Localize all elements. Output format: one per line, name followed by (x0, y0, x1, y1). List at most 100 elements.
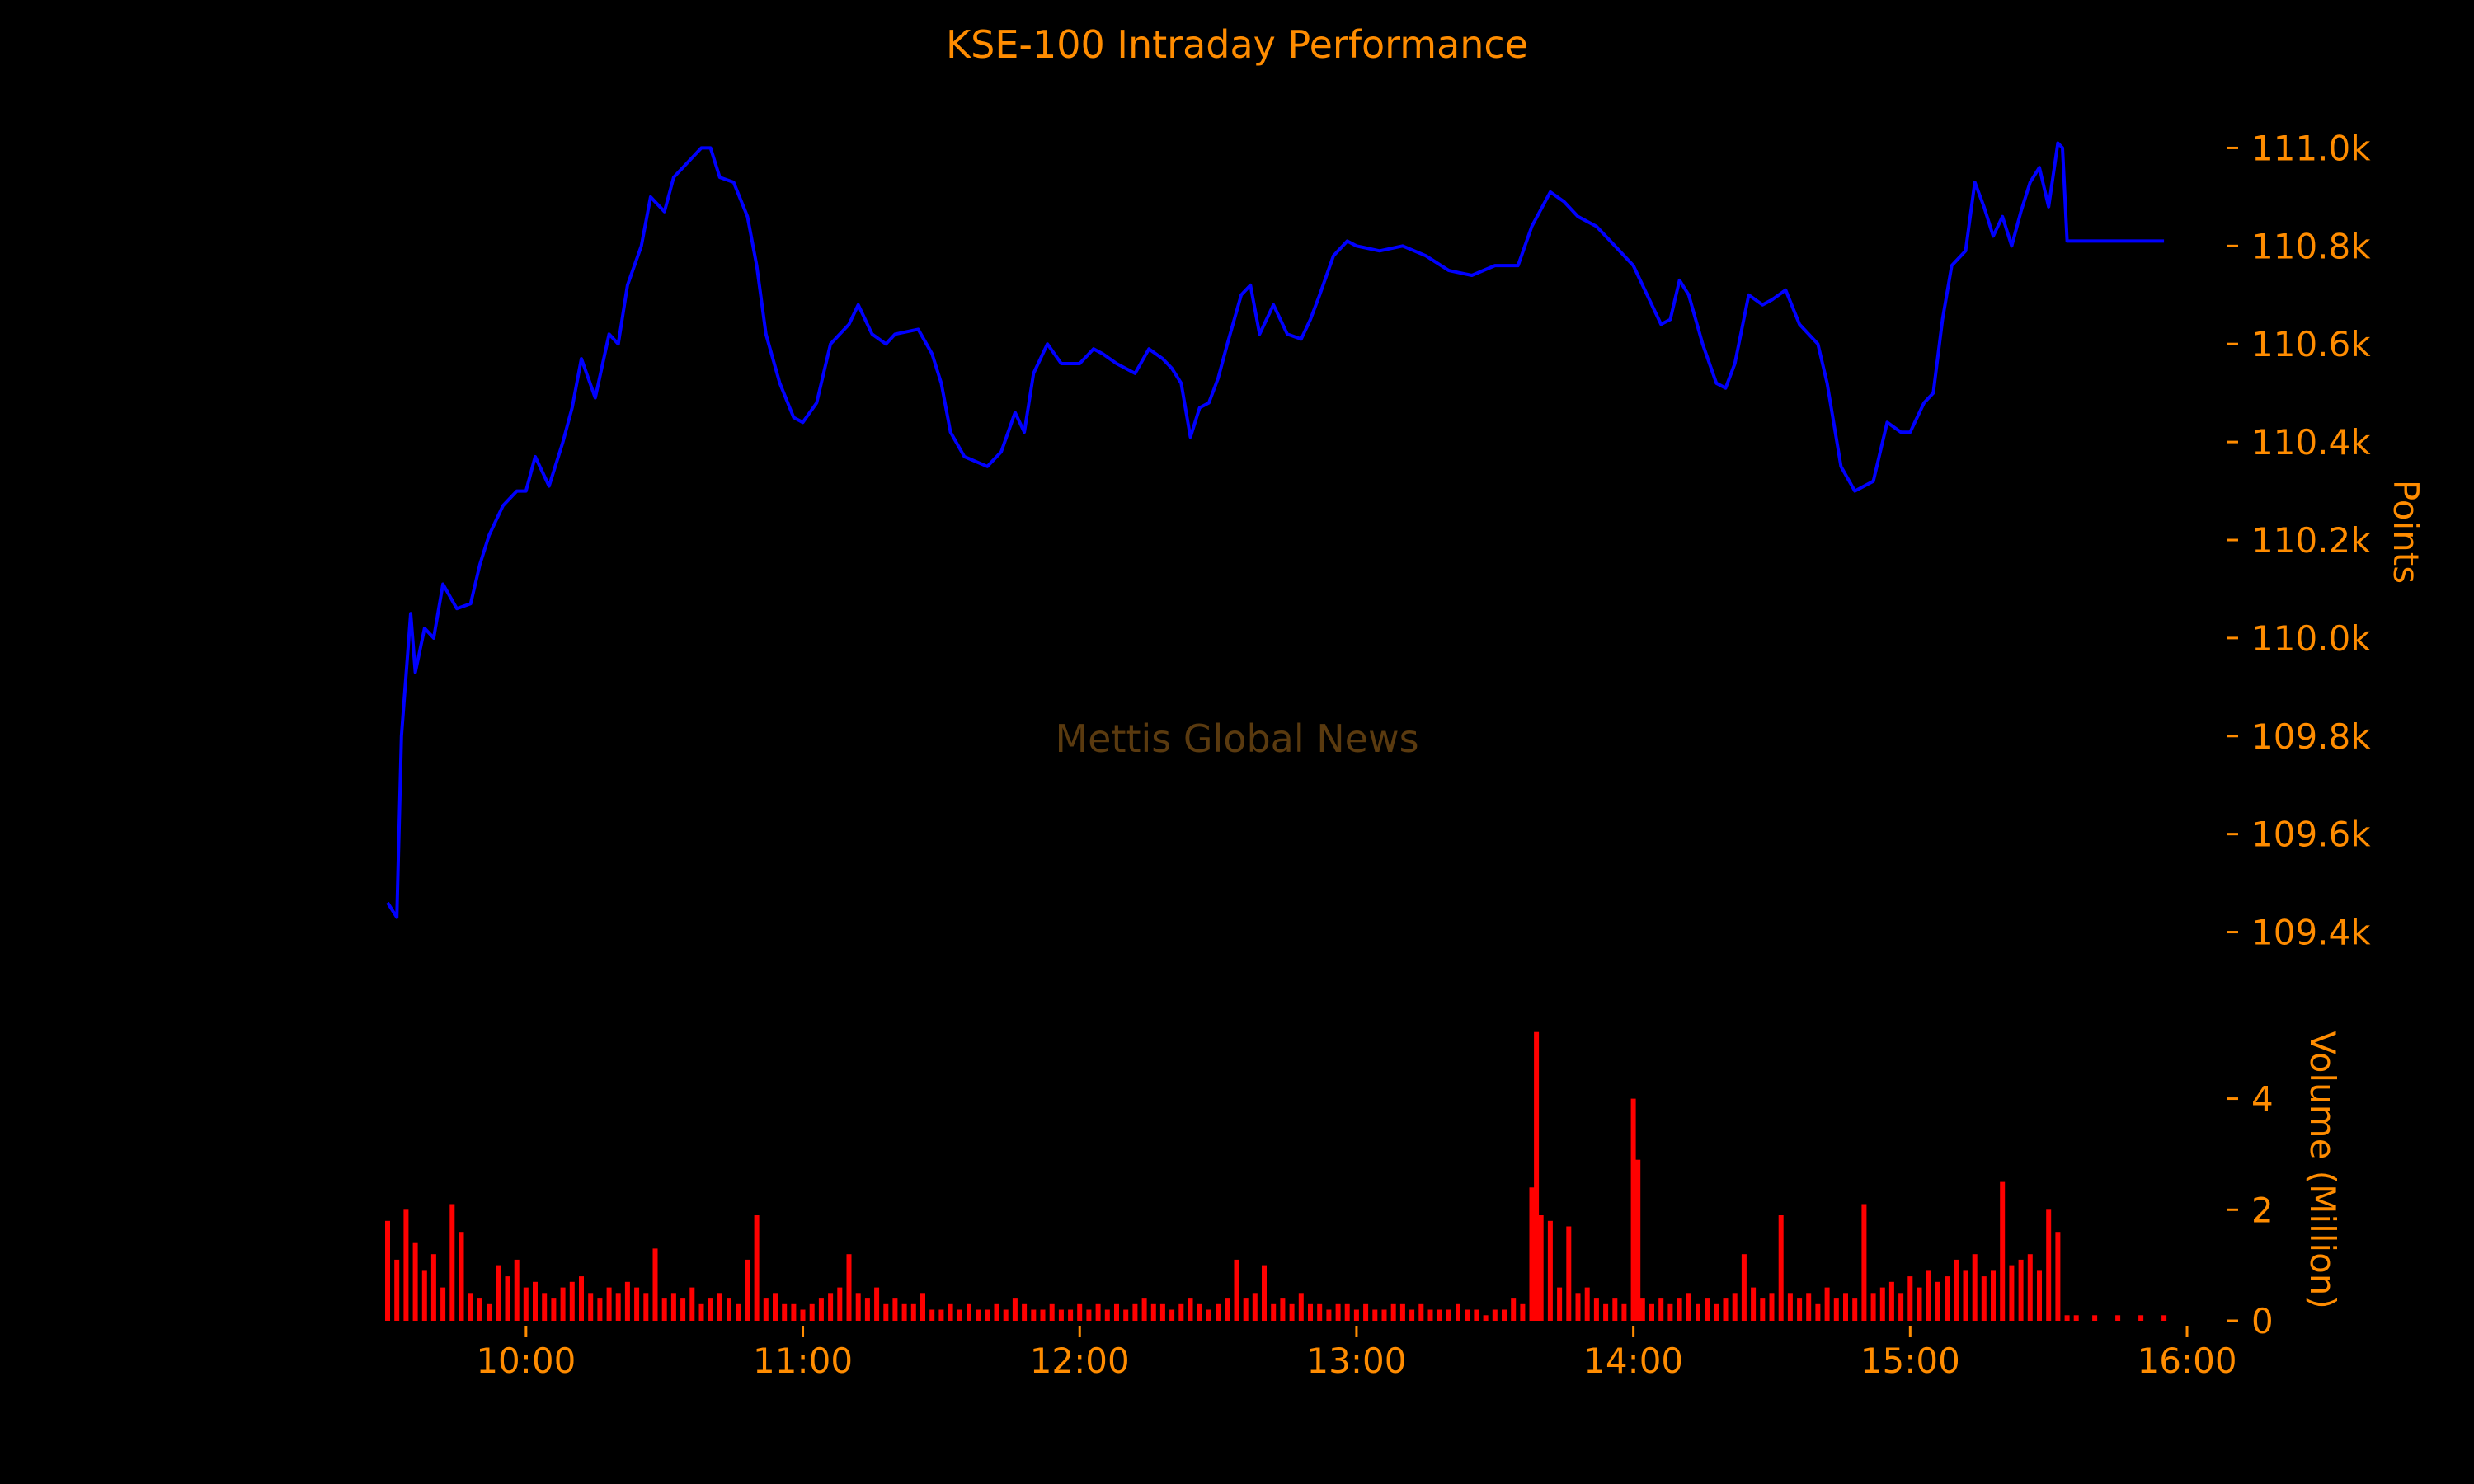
volume-bar (1879, 1287, 1885, 1321)
volume-bar (1390, 1303, 1396, 1321)
volume-bar (1399, 1303, 1405, 1321)
volume-bar (1446, 1309, 1451, 1321)
volume-bar (1658, 1298, 1664, 1321)
volume-bar (569, 1281, 575, 1321)
volume-bar (468, 1293, 473, 1321)
volume-bar (773, 1293, 778, 1321)
volume-bar (1086, 1309, 1092, 1321)
volume-bar (1635, 1159, 1641, 1321)
time-tick-label: 16:00 (2138, 1341, 2237, 1381)
volume-bar (1003, 1309, 1009, 1321)
time-tick-label: 13:00 (1306, 1341, 1406, 1381)
volume-bar (1437, 1309, 1442, 1321)
volume-bar (1132, 1303, 1138, 1321)
volume-bar (2000, 1181, 2006, 1321)
volume-bar (1557, 1287, 1563, 1321)
volume-bar (809, 1303, 815, 1321)
volume-bar (957, 1309, 962, 1321)
volume-bar (1547, 1220, 1553, 1321)
volume-bar (892, 1298, 898, 1321)
volume-bar (606, 1287, 612, 1321)
volume-bar (1760, 1298, 1766, 1321)
volume-bar (1621, 1303, 1627, 1321)
volume-bar (1824, 1287, 1830, 1321)
volume-bar (1114, 1303, 1119, 1321)
volume-bar (1216, 1303, 1221, 1321)
volume-bar (421, 1270, 427, 1321)
volume-bar (1612, 1298, 1618, 1321)
time-tick-label: 14:00 (1583, 1341, 1683, 1381)
volume-bar (661, 1298, 667, 1321)
volume-bar (2073, 1315, 2079, 1321)
volume-bar (1031, 1309, 1037, 1321)
volume-bar (1705, 1298, 1710, 1321)
volume-bar (1188, 1298, 1193, 1321)
volume-bar (901, 1303, 907, 1321)
price-tick-label: 110.0k (2251, 618, 2371, 659)
volume-bar (523, 1287, 529, 1321)
volume-bar (1252, 1293, 1258, 1321)
chart-title: KSE-100 Intraday Performance (946, 22, 1528, 67)
watermark-text: Mettis Global News (1055, 716, 1418, 761)
volume-bar (1492, 1309, 1498, 1321)
volume-bar (1317, 1303, 1323, 1321)
price-tick-label: 110.2k (2251, 520, 2371, 561)
volume-bar (1502, 1309, 1507, 1321)
volume-bar (1981, 1276, 1987, 1321)
volume-bar (1603, 1303, 1609, 1321)
volume-bar (1159, 1303, 1165, 1321)
volume-bar (1456, 1303, 1460, 1321)
volume-bar (967, 1303, 971, 1321)
volume-bar (1723, 1298, 1729, 1321)
volume-bar (1409, 1309, 1415, 1321)
volume-bar (597, 1298, 603, 1321)
volume-bar (2092, 1315, 2098, 1321)
volume-bar (976, 1309, 981, 1321)
volume-bar (1280, 1298, 1286, 1321)
volume-bar (1639, 1298, 1645, 1321)
volume-bar (449, 1204, 455, 1321)
price-tick-label: 110.4k (2251, 422, 2371, 463)
volume-bar (1972, 1254, 1978, 1321)
volume-bar (1197, 1303, 1202, 1321)
volume-bar (708, 1298, 713, 1321)
volume-bar (1917, 1287, 1922, 1321)
volume-bar (689, 1287, 695, 1321)
volume-bar (1852, 1298, 1858, 1321)
volume-bar (1529, 1187, 1535, 1321)
volume-bar (1954, 1259, 1959, 1321)
volume-bar (551, 1298, 557, 1321)
volume-bar (1778, 1215, 1784, 1321)
volume-bar (1427, 1309, 1433, 1321)
price-tick-label: 110.6k (2251, 324, 2371, 364)
volume-axis: 0 2 4 (2227, 1079, 2274, 1341)
volume-bar (1649, 1303, 1654, 1321)
volume-bar (1040, 1309, 1046, 1321)
volume-bar (782, 1303, 788, 1321)
price-axis-label: Points (2386, 480, 2426, 584)
volume-bar (1326, 1309, 1332, 1321)
volume-bar (1298, 1293, 1304, 1321)
volume-bar (2055, 1232, 2061, 1321)
volume-bar (643, 1293, 649, 1321)
volume-bar (2009, 1265, 2015, 1321)
volume-bar (1520, 1303, 1526, 1321)
volume-bar (1262, 1265, 1267, 1321)
volume-bar (1732, 1293, 1738, 1321)
volume-bar (736, 1303, 741, 1321)
volume-tick-label: 2 (2251, 1190, 2274, 1230)
volume-bar (2138, 1315, 2144, 1321)
volume-bar (1077, 1303, 1083, 1321)
volume-bar (1022, 1303, 1028, 1321)
price-tick-label: 109.8k (2251, 716, 2371, 757)
volume-bar (1677, 1298, 1682, 1321)
volume-bar (1511, 1298, 1517, 1321)
volume-bar (588, 1293, 594, 1321)
volume-bar (440, 1287, 446, 1321)
volume-bar (1234, 1259, 1239, 1321)
price-tick-label: 109.6k (2251, 815, 2371, 855)
volume-bar (874, 1287, 880, 1321)
volume-bar (477, 1298, 482, 1321)
volume-bar (1584, 1287, 1590, 1321)
